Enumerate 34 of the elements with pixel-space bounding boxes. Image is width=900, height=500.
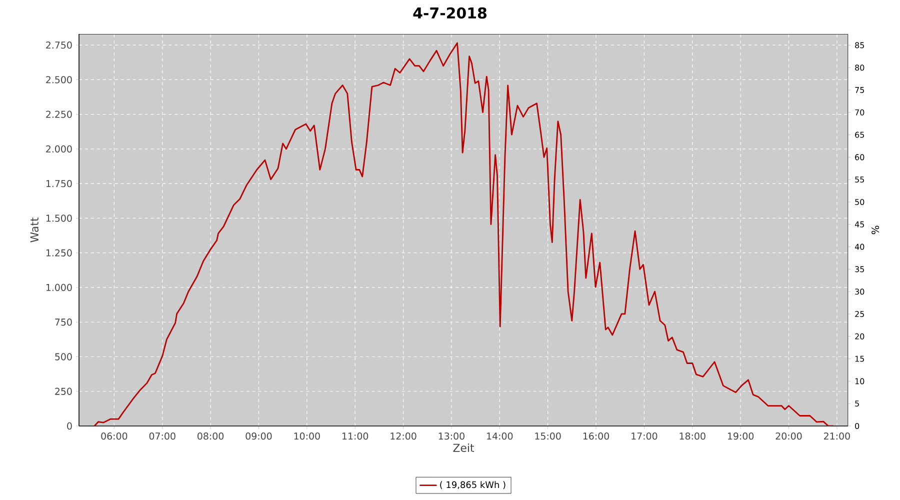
y-tick-label: 250 [55, 388, 72, 395]
x-tick-label: 12:00 [390, 432, 416, 440]
y-tick-label: 1.250 [46, 249, 72, 256]
x-tick-label: 20:00 [776, 432, 802, 440]
x-tick-label: 11:00 [342, 432, 368, 440]
y-tick-label: 2.500 [46, 76, 72, 84]
x-tick-label: 19:00 [728, 432, 754, 440]
x-tick-label: 18:00 [680, 432, 706, 440]
y-tick-label: 1.000 [46, 284, 72, 292]
x-tick-label: 14:00 [487, 432, 513, 440]
x-tick-label: 06:00 [101, 432, 128, 440]
y-tick-label: 500 [55, 353, 72, 360]
x-axis-title: Zeit [453, 444, 474, 452]
x-tick-label: 08:00 [198, 432, 224, 440]
y-axis-title: Watt [30, 218, 39, 242]
y-tick-label: 2.250 [46, 110, 72, 118]
y-tick-label: 2.000 [46, 145, 72, 153]
chart-title: 4-7-2018 [413, 7, 486, 19]
y-tick-label: 1.500 [46, 214, 72, 222]
x-tick-label: 15:00 [535, 432, 561, 440]
y-tick-label: 750 [55, 318, 72, 326]
legend-label: ( 19,865 kWh ) [440, 481, 506, 490]
x-tick-label: 21:00 [824, 432, 850, 440]
y-tick-label: 0 [67, 422, 72, 430]
x-tick-label: 13:00 [438, 432, 464, 440]
x-tick-label: 09:00 [246, 432, 272, 440]
y2-axis-title: % [872, 226, 880, 234]
x-tick-label: 07:00 [149, 432, 176, 440]
y-tick-label: 2.750 [46, 41, 72, 49]
x-tick-label: 16:00 [583, 432, 610, 440]
y-tick-label: 1.750 [46, 180, 72, 188]
x-tick-label: 17:00 [632, 432, 658, 440]
x-tick-label: 10:00 [294, 432, 320, 440]
line-series [94, 42, 834, 426]
